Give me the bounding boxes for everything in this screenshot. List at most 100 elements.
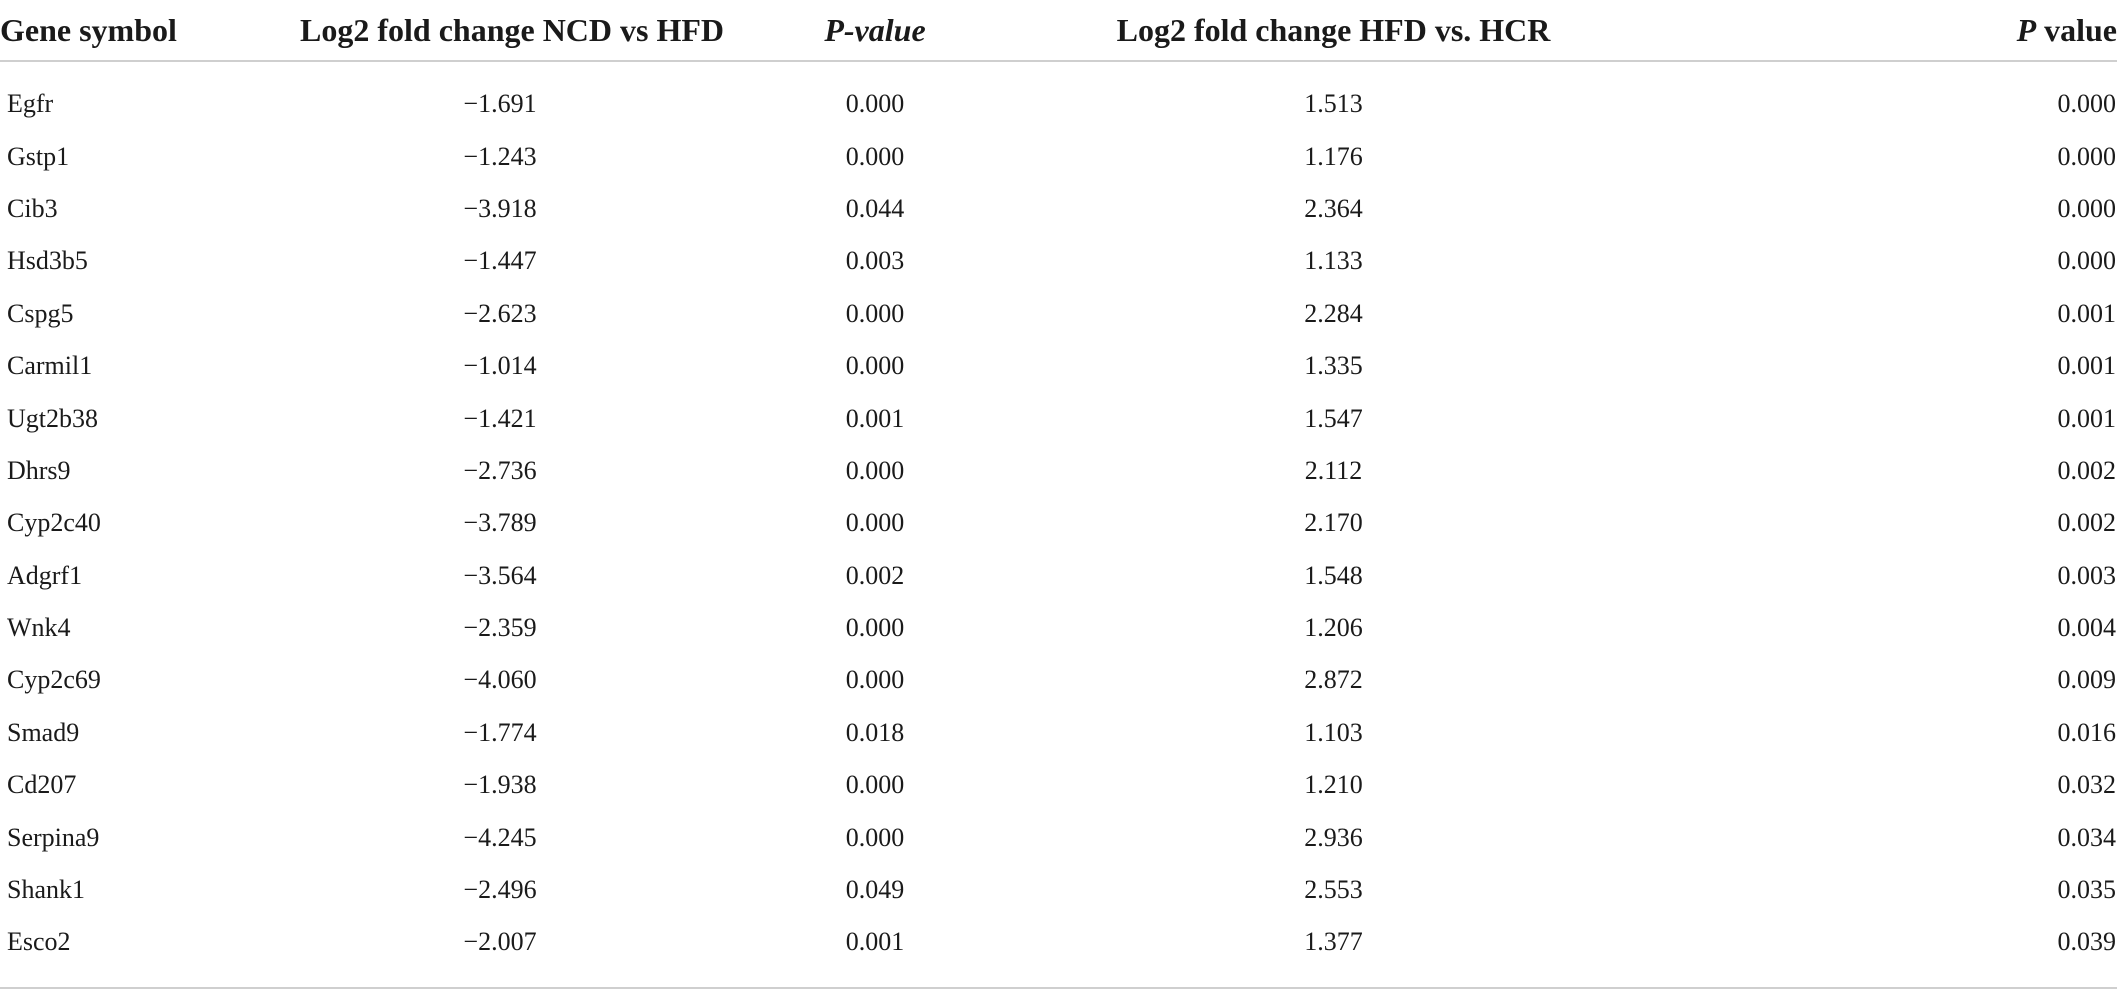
gene-symbol-cell: Wnk4	[7, 613, 71, 643]
p-value-2-cell: 0.016	[2057, 717, 2117, 747]
log2fc-ncd-vs-hfd-cell: −1.774	[463, 717, 537, 747]
gene-symbol-cell: Serpina9	[7, 822, 100, 852]
gene-symbol-cell: Ugt2b38	[7, 403, 98, 433]
p-value-2-cell: 0.000	[2057, 89, 2117, 119]
p-value-2-cell: 0.000	[2057, 246, 2117, 276]
p-value-1-cell: 0.018	[845, 717, 905, 747]
p-value-2-cell: 0.000	[2057, 141, 2117, 171]
table-row: Wnk4 −2.359 0.000 1.206 0.004	[0, 602, 2117, 654]
gene-symbol-cell: Hsd3b5	[7, 246, 88, 276]
log2fc-hfd-vs-hcr-cell: 2.284	[1304, 298, 1363, 328]
p-value-1-cell: 0.000	[845, 613, 905, 643]
table-row: Dhrs9 −2.736 0.000 2.112 0.002	[0, 445, 2117, 497]
p-value-2-cell: 0.032	[2057, 770, 2117, 800]
p-value-1-cell: 0.000	[845, 822, 905, 852]
table-row: Cib3 −3.918 0.044 2.364 0.000	[0, 183, 2117, 235]
table-row: Cyp2c69 −4.060 0.000 2.872 0.009	[0, 654, 2117, 706]
gene-symbol-cell: Carmil1	[7, 351, 93, 381]
gene-symbol-cell: Cyp2c69	[7, 665, 101, 695]
table-row: Shank1 −2.496 0.049 2.553 0.035	[0, 864, 2117, 916]
log2fc-hfd-vs-hcr-cell: 2.364	[1304, 193, 1363, 223]
log2fc-hfd-vs-hcr-cell: 2.872	[1304, 665, 1363, 695]
p-value-1-cell: 0.003	[845, 246, 905, 276]
p-value-1-cell: 0.000	[845, 665, 905, 695]
log2fc-ncd-vs-hfd-cell: −3.789	[463, 508, 537, 538]
log2fc-hfd-vs-hcr-cell: 2.112	[1304, 455, 1363, 485]
table-row: Cyp2c40 −3.789 0.000 2.170 0.002	[0, 497, 2117, 549]
log2fc-hfd-vs-hcr-cell: 1.176	[1304, 141, 1363, 171]
p-value-1-cell: 0.000	[845, 298, 905, 328]
log2fc-ncd-vs-hfd-cell: −3.564	[463, 560, 537, 590]
gene-symbol-cell: Smad9	[7, 717, 80, 747]
log2fc-hfd-vs-hcr-cell: 1.377	[1050, 916, 1617, 989]
p-value-1-cell: 0.001	[700, 916, 1050, 989]
p-value-1-cell: 0.002	[845, 560, 905, 590]
gene-symbol-cell: Gstp1	[7, 141, 70, 171]
p-value-1-cell: 0.049	[845, 875, 905, 905]
log2fc-hfd-vs-hcr-cell: 1.513	[1304, 89, 1363, 119]
header-p-value-2-suffix: value	[2036, 11, 2117, 48]
log2fc-ncd-vs-hfd-cell: −1.243	[463, 141, 537, 171]
log2fc-hfd-vs-hcr-cell: 1.206	[1304, 613, 1363, 643]
p-value-2-cell: 0.002	[2057, 508, 2117, 538]
log2fc-ncd-vs-hfd-cell: −1.014	[463, 351, 537, 381]
p-value-1-cell: 0.000	[845, 141, 905, 171]
log2fc-ncd-vs-hfd-cell: −2.359	[463, 613, 537, 643]
p-value-1-cell: 0.000	[845, 455, 905, 485]
header-p-value-2-prefix: P	[2016, 11, 2037, 48]
table-row: Egfr −1.691 0.000 1.513 0.000	[0, 61, 2117, 130]
gene-symbol-cell: Esco2	[0, 916, 300, 989]
gene-symbol-cell: Adgrf1	[7, 560, 83, 590]
log2fc-hfd-vs-hcr-cell: 1.335	[1304, 351, 1363, 381]
log2fc-ncd-vs-hfd-cell: −2.496	[463, 875, 537, 905]
table-row: Adgrf1 −3.564 0.002 1.548 0.003	[0, 550, 2117, 602]
p-value-2-cell: 0.000	[2057, 193, 2117, 223]
log2fc-hfd-vs-hcr-cell: 1.210	[1304, 770, 1363, 800]
p-value-2-cell: 0.003	[2057, 560, 2117, 590]
table-body: Egfr −1.691 0.000 1.513 0.000 Gstp1 −1.243 0.00…	[0, 61, 2117, 989]
log2fc-hfd-vs-hcr-cell: 1.133	[1304, 246, 1363, 276]
p-value-1-cell: 0.044	[845, 193, 905, 223]
p-value-2-cell: 0.034	[2057, 822, 2117, 852]
p-value-1-cell: 0.000	[845, 89, 905, 119]
log2fc-ncd-vs-hfd-cell: −1.447	[463, 246, 537, 276]
log2fc-ncd-vs-hfd-cell: −1.938	[463, 770, 537, 800]
table-row: Esco2 −2.007 0.001 1.377 0.039	[0, 916, 2117, 989]
p-value-1-cell: 0.001	[845, 403, 905, 433]
log2fc-hfd-vs-hcr-cell: 2.170	[1304, 508, 1363, 538]
gene-symbol-cell: Egfr	[7, 89, 54, 119]
p-value-2-cell: 0.039	[1617, 916, 2117, 989]
p-value-2-cell: 0.001	[2057, 298, 2117, 328]
log2fc-hfd-vs-hcr-cell: 1.103	[1304, 717, 1363, 747]
table-row: Ugt2b38 −1.421 0.001 1.547 0.001	[0, 392, 2117, 444]
table-row: Carmil1 −1.014 0.000 1.335 0.001	[0, 340, 2117, 392]
log2fc-ncd-vs-hfd-cell: −1.691	[463, 89, 537, 119]
log2fc-hfd-vs-hcr-cell: 2.936	[1304, 822, 1363, 852]
header-log2fc-ncd-vs-hfd: Log2 fold change NCD vs HFD	[300, 0, 724, 62]
gene-symbol-cell: Cspg5	[7, 298, 74, 328]
header-row: Gene symbol Log2 fold change NCD vs HFD …	[0, 0, 2117, 62]
log2fc-ncd-vs-hfd-cell: −2.623	[463, 298, 537, 328]
p-value-1-cell: 0.000	[845, 770, 905, 800]
gene-symbol-cell: Dhrs9	[7, 455, 71, 485]
log2fc-hfd-vs-hcr-cell: 2.553	[1304, 875, 1363, 905]
header-p-value-2: P value	[1617, 0, 2117, 62]
log2fc-ncd-vs-hfd-cell: −2.736	[463, 455, 537, 485]
table-row: Serpina9 −4.245 0.000 2.936 0.034	[0, 811, 2117, 863]
log2fc-hfd-vs-hcr-cell: 1.547	[1304, 403, 1363, 433]
table-row: Smad9 −1.774 0.018 1.103 0.016	[0, 707, 2117, 759]
p-value-2-cell: 0.001	[2057, 351, 2117, 381]
table-row: Gstp1 −1.243 0.000 1.176 0.000	[0, 130, 2117, 182]
table-row: Hsd3b5 −1.447 0.003 1.133 0.000	[0, 235, 2117, 287]
p-value-2-cell: 0.009	[2057, 665, 2117, 695]
p-value-1-cell: 0.000	[845, 351, 905, 381]
gene-symbol-cell: Shank1	[7, 875, 85, 905]
table-header: Gene symbol Log2 fold change NCD vs HFD …	[0, 0, 2117, 62]
header-p-value-1: P-value	[700, 0, 1050, 62]
log2fc-ncd-vs-hfd-cell: −3.918	[463, 193, 537, 223]
log2fc-ncd-vs-hfd-cell: −1.421	[463, 403, 537, 433]
p-value-1-cell: 0.000	[845, 508, 905, 538]
p-value-2-cell: 0.004	[2057, 613, 2117, 643]
